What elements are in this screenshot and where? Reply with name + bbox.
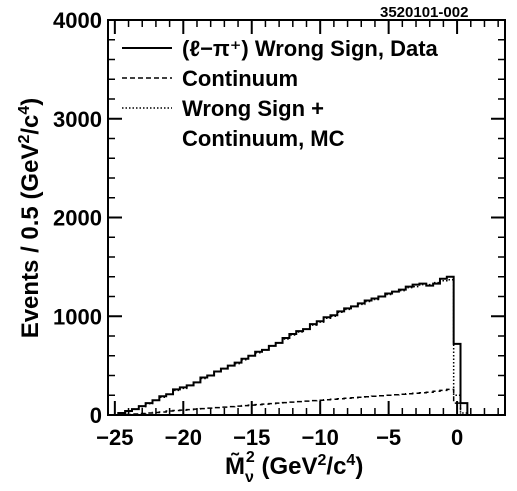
legend-label-data: (ℓ−π⁺) Wrong Sign, Data [182, 36, 439, 61]
x-tick-label: −25 [96, 425, 133, 450]
plot-border [107, 19, 506, 416]
series-layer [117, 275, 469, 416]
legend-label-mc-line2: Continuum, MC [182, 126, 345, 151]
y-tick-label: 3000 [53, 107, 102, 132]
legend-label-continuum: Continuum [182, 66, 298, 91]
figure-id: 3520101-002 [380, 4, 468, 21]
plot-frame [107, 19, 506, 416]
x-tick-label: −15 [233, 425, 270, 450]
x-axis-label: M̃ν2 (GeV2/c4) [225, 449, 363, 486]
x-tick-label: −10 [302, 425, 339, 450]
series-data-line [117, 275, 469, 415]
x-tick-label: −5 [376, 425, 401, 450]
x-tick-label: 0 [451, 425, 463, 450]
y-tick-label: 0 [90, 403, 102, 428]
legend-label-mc-line1: Wrong Sign + [182, 96, 324, 121]
x-tick-label: −20 [165, 425, 202, 450]
y-tick-label: 4000 [53, 8, 102, 33]
y-axis-label: Events / 0.5 (GeV2/c4) [16, 98, 44, 339]
axis-ticks: −25 −20 −15 −10 −5 0 0 1000 2000 3000 4000 [53, 8, 505, 450]
legend: (ℓ−π⁺) Wrong Sign, Data Continuum Wrong Si… [122, 36, 439, 151]
y-tick-label: 1000 [53, 304, 102, 329]
series-continuum-line [118, 388, 468, 416]
y-tick-label: 2000 [53, 206, 102, 231]
